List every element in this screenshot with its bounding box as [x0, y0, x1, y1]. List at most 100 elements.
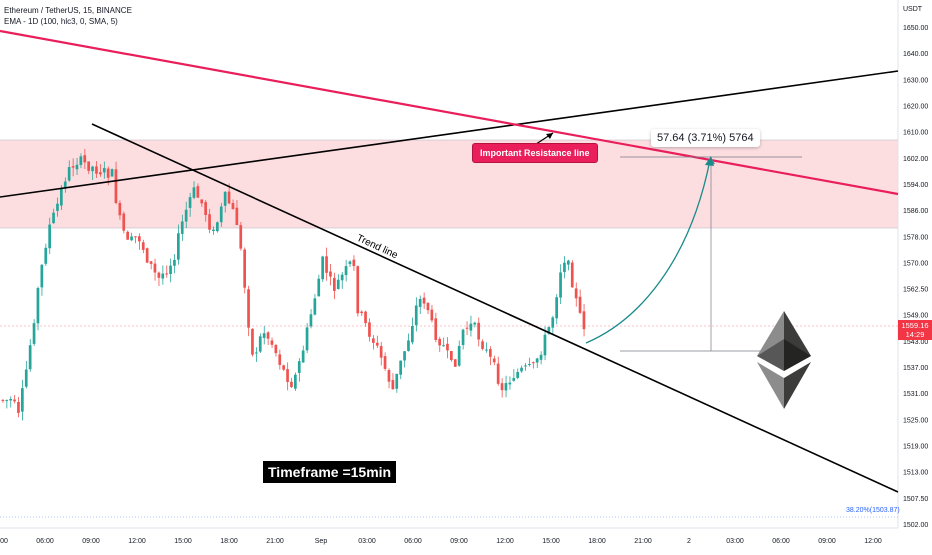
candle-body [504, 383, 508, 391]
candle-body [196, 186, 200, 198]
candle-body [212, 229, 215, 232]
candle-body [243, 249, 246, 288]
candle-body [528, 363, 531, 365]
candle-body [204, 202, 207, 215]
price-tick-label: 1525.00 [903, 417, 928, 424]
candle-body [399, 360, 402, 375]
price-tick-label: 1513.00 [903, 470, 928, 477]
candle-body [286, 369, 289, 382]
candle-body [559, 272, 562, 298]
candle-body [582, 311, 586, 330]
timeframe-label[interactable]: Timeframe =15min [263, 461, 397, 483]
time-tick-label: 15:00 [542, 538, 560, 545]
time-tick-label: 00 [0, 538, 8, 545]
candle-body [239, 225, 243, 249]
last-price-value: 1559.16 [901, 321, 929, 330]
time-tick-label: 21:00 [266, 538, 284, 545]
candle-body [71, 166, 75, 168]
candle-body [36, 287, 40, 324]
candle-body [145, 248, 149, 263]
candle-body [9, 398, 12, 401]
candle-body [535, 358, 539, 363]
candle-body [301, 350, 305, 363]
measure-label: 57.64 (3.71%) 5764 [651, 129, 760, 147]
time-tick-label: 15:00 [174, 538, 192, 545]
candle-body [40, 264, 44, 288]
candle-body [1, 399, 5, 401]
time-tick-label: 09:00 [450, 538, 468, 545]
candle-body [56, 203, 59, 211]
candle-body [165, 273, 168, 275]
time-tick-label: 06:00 [36, 538, 54, 545]
candle-body [485, 349, 488, 351]
price-tick-label: 1549.00 [903, 313, 928, 320]
candle-body [270, 340, 274, 345]
candle-body [411, 325, 414, 343]
time-tick-label: 18:00 [220, 538, 238, 545]
candle-body [434, 318, 438, 340]
candle-body [44, 247, 48, 264]
candle-body [161, 273, 165, 279]
candle-body [63, 181, 67, 189]
candle-body [524, 365, 527, 367]
candle-body [79, 156, 83, 165]
time-tick-label: 12:00 [128, 538, 146, 545]
candle-body [134, 236, 137, 238]
candle-body [531, 362, 535, 364]
candle-body [426, 302, 430, 311]
candle-body [110, 169, 114, 177]
candle-body [344, 266, 348, 276]
candle-body [200, 199, 204, 204]
projection-arrow [585, 159, 711, 344]
candle-body [21, 388, 24, 412]
symbol-title: Ethereum / TetherUS, 15, BINANCE [4, 6, 132, 15]
candle-body [500, 383, 504, 391]
price-tick-label: 1578.00 [903, 234, 928, 241]
candle-body [469, 323, 473, 331]
price-tick-label: 1630.00 [903, 77, 928, 84]
resistance-label[interactable]: Important Resistance line [472, 143, 598, 163]
price-tick-label: 1562.50 [903, 287, 928, 294]
candle-body [356, 266, 360, 314]
candle-body [153, 263, 157, 273]
time-tick-label: 12:00 [864, 538, 882, 545]
candle-body [516, 371, 519, 378]
candle-body [282, 365, 285, 370]
price-axis: USDT 1650.00 1640.00 1630.00 1620.00 1610.00 1… [903, 6, 928, 529]
time-tick-label: 12:00 [496, 538, 514, 545]
candle-body [567, 260, 570, 265]
price-tick-label: 1610.00 [903, 130, 928, 137]
candle-body [372, 338, 375, 343]
candle-body [114, 169, 118, 203]
candle-body [91, 166, 94, 172]
candle-body [216, 222, 219, 232]
candle-body [67, 167, 71, 181]
time-tick-label: 18:00 [588, 538, 606, 545]
candle-body [453, 359, 457, 367]
candle-body [364, 311, 367, 324]
ethereum-logo [757, 311, 811, 409]
candle-body [28, 345, 32, 370]
price-tick-label: 1594.00 [903, 182, 928, 189]
price-tick-label: 1570.00 [903, 260, 928, 267]
candle-body [403, 351, 406, 361]
candle-body [122, 213, 126, 231]
time-axis: 00 06:00 09:00 12:00 15:00 18:00 21:00 Sep 03:00… [0, 538, 882, 545]
candle-body [325, 256, 328, 273]
candle-body [188, 197, 192, 208]
candle-body [75, 164, 79, 170]
candle-body [223, 191, 227, 206]
candle-body [231, 203, 235, 210]
candle-body [481, 341, 484, 349]
candle-body [177, 233, 180, 260]
candle-body [333, 277, 336, 291]
indicator-legend[interactable]: EMA - 1D (100, hlc3, 0, SMA, 5) [4, 17, 118, 26]
candle-body [465, 327, 469, 329]
price-tick-label: 1502.00 [903, 522, 928, 529]
candle-body [157, 272, 161, 278]
candle-body [118, 202, 122, 216]
candle-body [266, 332, 270, 339]
candle-body [551, 317, 555, 328]
